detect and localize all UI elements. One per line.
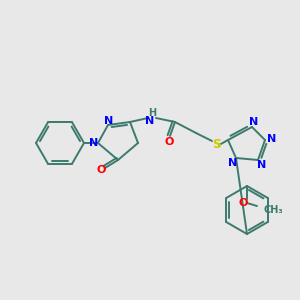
Text: CH₃: CH₃ [264,205,284,215]
Text: N: N [89,138,99,148]
Text: N: N [104,116,114,126]
Text: N: N [249,117,259,127]
Text: N: N [228,158,238,168]
Text: O: O [164,137,174,147]
Text: O: O [238,198,248,208]
Text: N: N [267,134,277,144]
Text: N: N [146,116,154,126]
Text: H: H [148,108,156,118]
Text: S: S [212,137,221,151]
Text: N: N [257,160,267,170]
Text: O: O [96,165,106,175]
